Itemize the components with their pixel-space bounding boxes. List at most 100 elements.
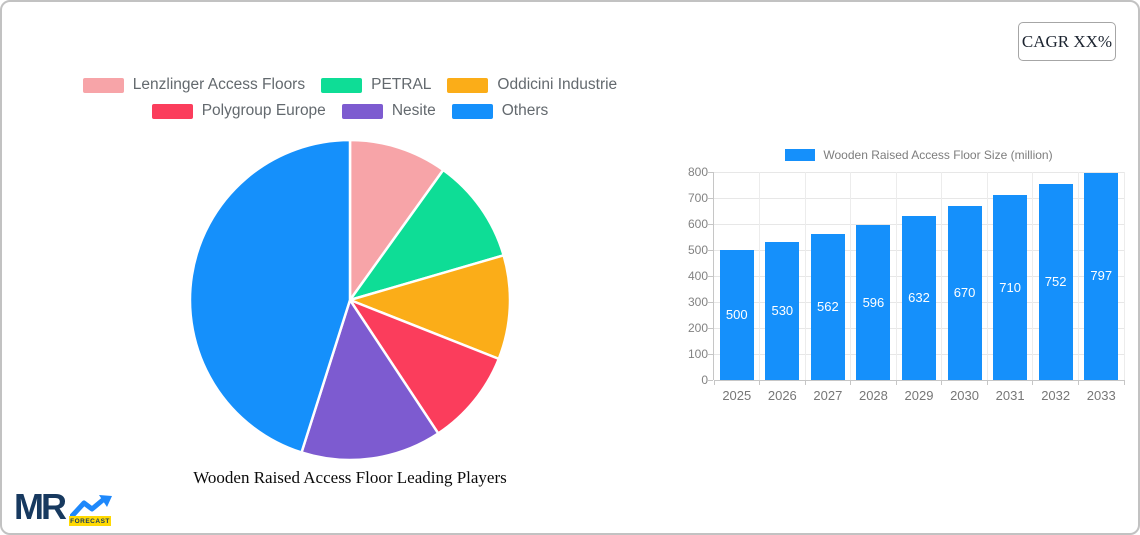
pie-slice-oddicini-industrie [348,254,512,361]
x-axis-label-2027: 2027 [813,388,843,403]
gridline-vertical [895,172,897,380]
legend-item-polygroup-europe: Polygroup Europe [151,102,326,120]
legend-swatch-petral [321,77,363,93]
cagr-badge: CAGR XX% [1018,22,1116,61]
x-axis-label-2028: 2028 [858,388,888,403]
pie-slice-polygroup-europe [348,298,501,435]
y-axis-tick [708,223,713,225]
pie-slice-others [188,138,352,454]
bar-2028 [856,225,891,380]
y-axis-tick [708,379,713,381]
gridline-vertical [941,172,943,380]
x-axis-label-2029: 2029 [904,388,934,403]
bar-2030 [947,205,982,380]
legend-label: Polygroup Europe [201,102,326,119]
y-axis-tick-label: 300 [687,295,708,309]
y-axis-tick [708,197,713,199]
legend-swatch-nesite [341,103,383,119]
gridline-horizontal [714,171,1124,173]
pie-section: Lenzlinger Access Floors PETRAL Oddicini I… [2,2,698,533]
bar-value-label-2032: 752 [1044,274,1067,290]
pie-slice-lenzlinger-access-floors [348,138,445,302]
bar-value-label-2029: 632 [908,289,930,305]
bar-plot-area: 0 100 200 300 400 500 600 700 800 500 2025 530 2026 5… [688,166,1125,403]
y-axis-tick [708,275,713,277]
y-axis-tick [708,327,713,329]
bar-2031 [993,195,1028,380]
y-axis-tick-label: 600 [687,217,708,231]
y-axis-tick [708,249,713,251]
x-axis-label-2033: 2033 [1086,388,1116,403]
bar-2032 [1038,184,1073,380]
bar-value-label-2031: 710 [999,279,1021,295]
legend-swatch-oddicini-industrie [447,77,489,93]
legend-label: Others [501,102,549,119]
logo-badge-label: FORECAST [70,517,110,525]
bar-value-label-2033: 797 [1090,268,1113,284]
bar-2033 [1084,172,1119,380]
legend-item-petral: PETRAL [321,76,431,94]
y-axis-tick-label: 100 [687,347,708,361]
x-axis-tick [895,380,897,385]
gridline-vertical [804,172,806,380]
pie-chart [188,138,512,462]
x-axis-tick [713,380,715,385]
y-axis-tick-label: 800 [687,165,708,179]
legend-item-lenzlinger-access-floors: Lenzlinger Access Floors [82,76,306,94]
bar-2029 [902,215,936,380]
logo-forecast-badge: FORECAST [69,516,111,526]
y-axis-tick-label: 200 [687,321,708,335]
pie-legend-row-2: Polygroup Europe Nesite Others [151,102,549,120]
legend-item-others: Others [451,102,549,120]
y-axis-line [713,172,714,380]
legend-label: Lenzlinger Access Floors [132,76,306,93]
x-axis-tick [804,380,806,385]
y-axis-tick-label: 700 [687,191,708,205]
logo-text: MR [14,486,67,527]
x-axis-label-2032: 2032 [1041,388,1071,403]
y-axis-tick-label: 0 [701,373,708,387]
x-axis-label-2025: 2025 [722,388,752,403]
pie-slice-petral [348,168,505,302]
x-axis-tick [850,380,852,385]
bar-2026 [765,242,800,380]
legend-item-nesite: Nesite [341,102,436,120]
bar-legend-label: Wooden Raised Access Floor Size (million… [823,148,1053,162]
y-axis-tick-label: 400 [687,269,708,283]
legend-item-oddicini-industrie: Oddicini Industrie [447,76,617,94]
trend-arrow-icon [70,495,112,519]
x-axis-tick [1032,380,1034,385]
gridline-vertical [1077,172,1079,380]
pie-chart-title: Wooden Raised Access Floor Leading Playe… [193,468,507,487]
x-axis-tick [1123,380,1125,385]
x-axis-label-2031: 2031 [995,388,1025,403]
x-axis-tick [759,380,761,385]
y-axis-tick [708,301,713,303]
gridline-vertical [850,172,852,380]
legend-label: Nesite [391,102,436,119]
x-axis-tick [986,380,988,385]
bar-value-label-2027: 562 [817,298,839,314]
bar-value-label-2025: 500 [725,307,748,322]
legend-swatch-polygroup-europe [151,103,193,119]
gridline-vertical [1123,172,1125,380]
x-axis-tick [941,380,943,385]
pie-slice-nesite [300,298,440,462]
bar-legend: Wooden Raised Access Floor Size (million… [714,148,1124,162]
x-axis-line [714,380,1124,381]
x-axis-label-2026: 2026 [767,388,797,403]
bar-2027 [810,233,845,380]
x-axis-label-2030: 2030 [950,388,979,403]
cagr-label: CAGR XX% [1021,31,1113,51]
legend-swatch-lenzlinger-access-floors [82,77,124,93]
legend-swatch-others [451,103,493,119]
x-axis-tick [1077,380,1079,385]
bar-legend-swatch [785,149,816,161]
y-axis-tick-label: 500 [687,243,708,257]
y-axis-tick [708,353,713,355]
gridline-vertical [759,172,761,380]
bar-value-label-2026: 530 [771,303,794,319]
mr-forecast-logo: MR FORECAST [14,486,114,531]
bar-chart-section: Wooden Raised Access Floor Size (million… [682,142,1134,412]
